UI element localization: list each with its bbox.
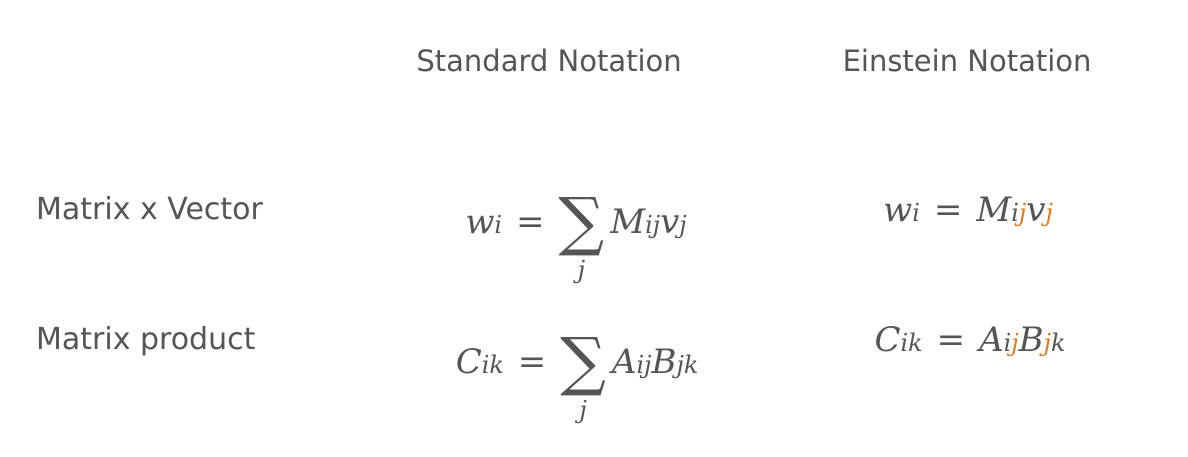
term2-subscript-b: k xyxy=(1051,329,1066,357)
term1-symbol: M xyxy=(610,202,646,242)
lhs-symbol: w xyxy=(883,190,913,230)
equals-sign: = xyxy=(516,202,545,242)
repeated-index-highlight: j xyxy=(1018,199,1027,227)
term1-subscript-a: i xyxy=(645,211,653,239)
sigma-symbol: ∑ xyxy=(560,325,606,399)
term1-symbol: A xyxy=(611,342,637,382)
sigma-symbol: ∑ xyxy=(558,185,605,259)
term1-subscript-b: j xyxy=(644,351,652,379)
term2-subscript-a: j xyxy=(676,351,684,379)
summation-index: j xyxy=(579,396,587,424)
summation-index: j xyxy=(577,256,586,284)
equals-sign: = xyxy=(517,342,547,382)
summation-sign: ∑ j xyxy=(559,180,605,282)
lhs-symbol: C xyxy=(874,320,901,360)
summation-sign: ∑ j xyxy=(560,320,606,422)
term2-symbol: B xyxy=(1018,320,1044,360)
term1-subscript-b: j xyxy=(652,211,661,239)
standard-notation-header: Standard Notation xyxy=(416,44,682,78)
term1-subscript-a: i xyxy=(1011,199,1019,227)
repeated-index-highlight: j xyxy=(1011,329,1019,357)
term1-symbol: A xyxy=(979,320,1004,360)
term2-symbol: v xyxy=(660,202,680,242)
einstein-notation-header: Einstein Notation xyxy=(842,44,1092,78)
equals-sign: = xyxy=(933,190,963,230)
row-label-matrix-product: Matrix product xyxy=(36,322,256,357)
term1-symbol: M xyxy=(976,190,1012,230)
repeated-index-highlight: j xyxy=(1043,329,1052,357)
term2-symbol: B xyxy=(651,342,677,382)
row-label-matrix-vector: Matrix x Vector xyxy=(36,192,263,227)
equals-sign: = xyxy=(936,320,966,360)
term1-subscript-a: i xyxy=(636,351,645,379)
term1-subscript-a: i xyxy=(1003,329,1012,357)
repeated-index-highlight: j xyxy=(1045,199,1053,227)
term2-symbol: v xyxy=(1026,190,1046,230)
lhs-symbol: C xyxy=(455,342,482,382)
lhs-symbol: w xyxy=(465,202,495,242)
term2-subscript-b: k xyxy=(683,351,699,379)
